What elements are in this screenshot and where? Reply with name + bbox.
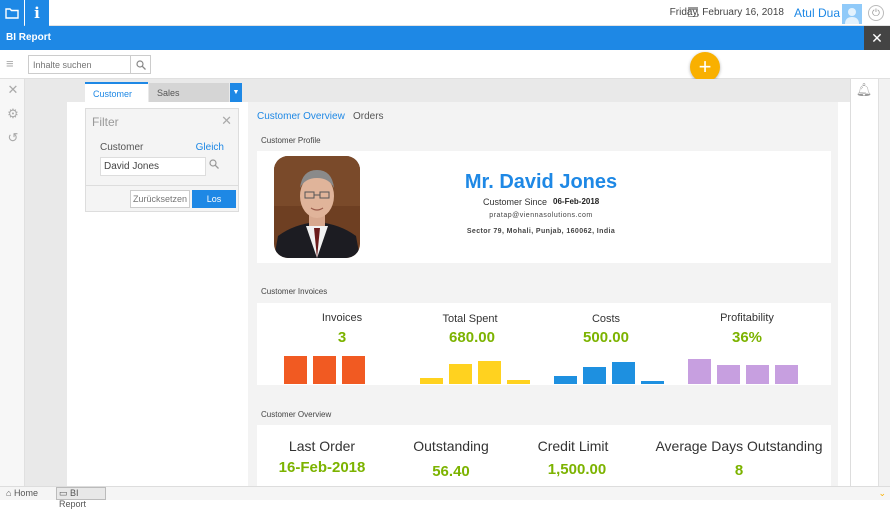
outstanding-label: Outstanding — [413, 438, 489, 454]
folder-icon[interactable] — [0, 0, 24, 26]
kpi-bar — [284, 356, 307, 384]
tab-customer-label: Customer — [93, 89, 133, 99]
tabs-dropdown-icon[interactable]: ▼ — [230, 83, 242, 102]
tab-orders[interactable]: Orders — [353, 111, 384, 122]
search-icon[interactable] — [206, 157, 222, 176]
info-icon[interactable]: i — [25, 0, 49, 26]
kpi-costs-chart — [554, 344, 674, 384]
kpi-total-spent-value: 680.00 — [449, 329, 495, 346]
open-tab-label: BI Report — [59, 488, 87, 509]
kpi-bar — [717, 365, 740, 384]
customer-since-value: 06-Feb-2018 — [553, 197, 600, 206]
customer-name: Mr. David Jones — [464, 171, 618, 193]
status-bar: ⌂ Home ▭ BI Report ⌄ — [0, 486, 890, 509]
kpi-bar — [688, 359, 711, 384]
home-link[interactable]: ⌂ Home — [6, 488, 38, 498]
toolbar: ≡ — [0, 50, 890, 79]
kpi-total-spent-label: Total Spent — [442, 313, 498, 325]
last-order-value: 16-Feb-2018 — [278, 459, 366, 476]
avatar[interactable] — [842, 4, 862, 24]
last-order-label: Last Order — [288, 438, 356, 454]
scrollbar[interactable] — [878, 79, 890, 486]
search-input[interactable] — [28, 55, 131, 74]
avg-days-outstanding-value: 8 — [734, 462, 744, 479]
close-icon[interactable]: ✕ — [7, 82, 19, 97]
filter-operator[interactable]: Gleich — [195, 142, 224, 153]
user-name[interactable]: Atul Dua — [793, 6, 840, 20]
avg-days-outstanding-label: Average Days Outstanding — [655, 438, 823, 454]
kpi-invoices-chart — [284, 344, 404, 384]
customer-since-label: Customer Since — [483, 197, 548, 207]
kpi-bar — [507, 380, 530, 384]
divider — [86, 185, 238, 186]
kpi-profitability-chart — [688, 344, 808, 384]
header-date: Friday, February 16, 2018 — [669, 7, 784, 18]
filter-field-label: Customer — [100, 142, 144, 153]
kpi-bar — [612, 362, 635, 384]
section-label-profile: Customer Profile — [261, 136, 321, 145]
kpi-costs-value: 500.00 — [583, 329, 629, 346]
kpi-profitability-value: 36% — [731, 329, 763, 346]
kpi-bar — [641, 381, 664, 384]
tab-customer-overview[interactable]: Customer Overview — [257, 111, 345, 122]
calendar-icon — [688, 7, 698, 17]
top-bar: i Friday, February 16, 2018 Atul Dua ⏻ — [0, 0, 890, 26]
kpi-bar — [775, 365, 798, 384]
kpi-costs-label: Costs — [591, 313, 621, 325]
kpi-bar — [313, 356, 336, 384]
kpi-bar — [420, 378, 443, 384]
customer-email: pratap@viennasolutions.com — [489, 212, 593, 219]
kpi-bar — [449, 364, 472, 384]
kpi-bar — [554, 376, 577, 384]
tab-customer[interactable]: Customer ▼ — [85, 82, 148, 119]
kpi-profitability-label: Profitability — [720, 312, 774, 324]
close-report-button[interactable]: ✕ — [864, 26, 890, 50]
kpi-bar — [342, 356, 365, 384]
reset-button[interactable]: Zurücksetzen — [130, 190, 190, 208]
apply-filter-button[interactable]: Los — [192, 190, 236, 208]
report-title-bar: BI Report ✕ — [0, 26, 890, 50]
power-icon[interactable]: ⏻ — [868, 5, 884, 21]
filter-panel: Filter ✕ Customer Gleich David Jones Zur… — [85, 108, 239, 212]
section-label-overview: Customer Overview — [261, 410, 332, 419]
tab-sales-performance[interactable]: Sales Performance — [149, 83, 229, 118]
close-icon[interactable]: ✕ — [221, 113, 232, 128]
add-button[interactable]: + — [690, 52, 720, 82]
report-title: BI Report — [6, 32, 51, 43]
home-label: Home — [13, 488, 38, 498]
left-rail: ✕ ⚙ ↺ — [0, 79, 25, 486]
filter-title: Filter — [92, 115, 119, 129]
gear-icon[interactable]: ⚙ — [7, 106, 19, 121]
overview-card — [257, 425, 831, 486]
customer-photo — [274, 156, 360, 258]
open-tab-bi-report[interactable]: ▭ BI Report — [56, 487, 106, 509]
history-icon[interactable]: ↺ — [7, 130, 19, 145]
credit-limit-value: 1,500.00 — [547, 461, 607, 478]
outstanding-value: 56.40 — [432, 463, 470, 480]
chevron-down-icon[interactable]: ⌄ — [878, 488, 886, 498]
kpi-bar — [746, 365, 769, 384]
menu-icon[interactable]: ≡ — [6, 56, 14, 71]
kpi-invoices-label: Invoices — [321, 312, 363, 324]
section-label-invoices: Customer Invoices — [261, 287, 328, 296]
kpi-bar — [478, 361, 501, 384]
kpi-bar — [583, 367, 606, 384]
kpi-total-spent-chart — [420, 344, 540, 384]
customer-address: Sector 79, Mohali, Punjab, 160062, India — [466, 228, 616, 235]
notification-icon[interactable]: 🔔︎ — [855, 82, 873, 97]
credit-limit-label: Credit Limit — [537, 438, 609, 454]
search-icon[interactable] — [131, 55, 151, 74]
filter-value-input[interactable]: David Jones — [100, 157, 206, 176]
kpi-invoices-value: 3 — [337, 329, 347, 346]
